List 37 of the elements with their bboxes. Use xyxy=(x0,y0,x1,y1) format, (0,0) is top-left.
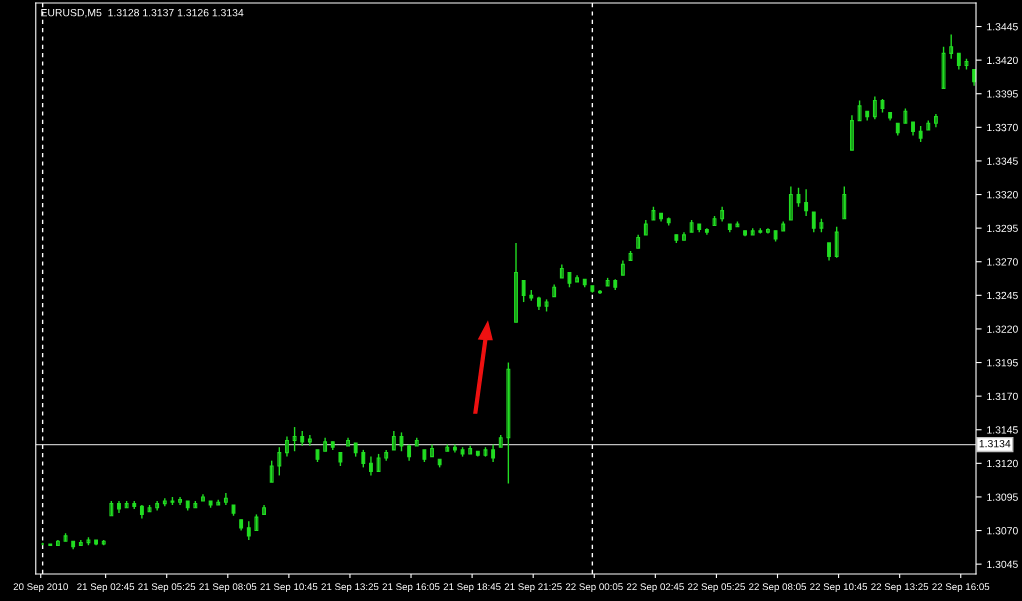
x-tick-label: 22 Sep 02:45 xyxy=(626,583,684,593)
x-tick-label: 21 Sep 16:05 xyxy=(382,583,440,593)
x-tick-label: 22 Sep 16:05 xyxy=(932,583,990,593)
x-tick-label: 20 Sep 2010 xyxy=(13,583,68,593)
y-tick-label: 1.3370 xyxy=(987,123,1018,132)
y-tick-label: 1.3345 xyxy=(987,157,1018,165)
x-tick-label: 21 Sep 13:25 xyxy=(321,583,379,593)
y-tick-label: 1.3295 xyxy=(987,224,1018,233)
y-tick-label: 1.3420 xyxy=(987,56,1018,64)
x-tick-label: 22 Sep 05:25 xyxy=(687,583,745,593)
y-tick-label: 1.3145 xyxy=(987,426,1018,434)
y-tick-label: 1.3120 xyxy=(987,459,1018,468)
x-tick-label: 22 Sep 08:05 xyxy=(749,583,807,593)
y-tick-label: 1.3170 xyxy=(987,392,1018,401)
x-tick-label: 21 Sep 02:45 xyxy=(77,583,135,593)
y-tick-label: 1.3195 xyxy=(987,359,1018,367)
x-tick-label: 21 Sep 05:25 xyxy=(138,583,196,593)
candlestick xyxy=(796,187,801,208)
y-tick-label: 1.3445 xyxy=(987,23,1018,31)
ref-line-label: 1.3134 xyxy=(979,439,1011,448)
y-tick-label: 1.3270 xyxy=(987,258,1018,266)
y-tick-label: 1.3070 xyxy=(987,527,1018,535)
candlestick xyxy=(399,431,404,452)
y-tick-label: 1.3395 xyxy=(987,90,1018,98)
y-tick-label: 1.3245 xyxy=(987,291,1018,300)
x-tick-label: 21 Sep 08:05 xyxy=(199,583,257,593)
y-tick-label: 1.3095 xyxy=(987,493,1018,501)
x-tick-label: 21 Sep 18:45 xyxy=(443,583,501,593)
x-tick-label: 22 Sep 13:25 xyxy=(871,583,929,593)
y-tick-label: 1.3220 xyxy=(987,325,1018,333)
x-tick-label: 21 Sep 10:45 xyxy=(260,583,318,593)
y-tick-label: 1.3320 xyxy=(987,191,1018,199)
x-tick-label: 22 Sep 10:45 xyxy=(810,583,868,593)
y-tick-label: 1.3045 xyxy=(987,560,1018,569)
chart-title: EURUSD,M5 1.3128 1.3137 1.3126 1.3134 xyxy=(41,8,244,18)
x-tick-label: 22 Sep 00:05 xyxy=(565,583,623,593)
x-tick-label: 21 Sep 21:25 xyxy=(504,583,562,593)
